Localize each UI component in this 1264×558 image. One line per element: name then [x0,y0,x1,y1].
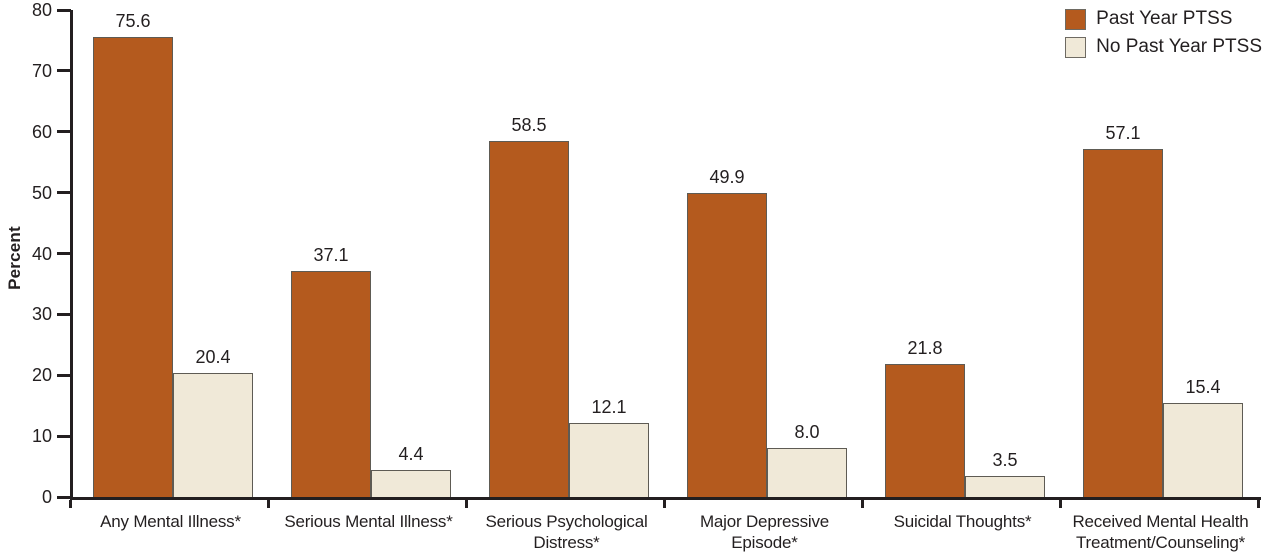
bar-past-year-ptss [885,364,965,497]
legend-item-past-year-ptss: Past Year PTSS [1065,8,1262,30]
bar-group: 21.8 3.5 [865,10,1063,497]
value-label: 75.6 [115,10,151,31]
value-label: 21.8 [907,338,943,359]
value-label: 20.4 [195,346,231,367]
y-axis-tick-label: 30 [31,304,52,325]
x-category-label: Serious Psychological Distress* [485,512,648,552]
y-axis-tick [57,373,71,377]
y-axis-tick [57,8,71,12]
legend-item-no-past-year-ptss: No Past Year PTSS [1065,36,1262,58]
x-axis-tick [662,500,666,508]
x-category-label: Any Mental Illness* [100,512,241,531]
y-axis-tick [57,191,71,195]
legend-swatch-past-year-ptss [1065,8,1087,30]
bar-no-past-year-ptss [767,448,847,497]
x-category-label: Major Depressive Episode* [699,512,830,552]
y-axis-tick-label: 40 [31,243,52,264]
bar-no-past-year-ptss [965,475,1045,497]
y-axis-tick-label: 20 [31,365,52,386]
x-axis-tick [1058,500,1062,508]
x-category-label: Received Mental Health Treatment/Counsel… [1072,512,1249,552]
legend-swatch-no-past-year-ptss [1065,36,1087,58]
x-axis-tick [464,500,468,508]
x-axis-tick [1256,500,1260,508]
y-axis-tick [57,495,71,499]
value-label: 57.1 [1105,123,1141,144]
value-label: 4.4 [398,444,424,465]
bar-group: 58.5 12.1 [469,10,667,497]
bar-past-year-ptss [93,36,173,497]
y-axis-tick [57,252,71,255]
value-label: 3.5 [992,449,1018,470]
bar-past-year-ptss [687,193,767,497]
y-axis-tick-label: 50 [31,182,52,203]
bar-no-past-year-ptss [1163,403,1243,497]
value-label: 49.9 [709,167,745,188]
x-axis-tick [68,500,72,508]
y-axis-tick [57,69,71,73]
bar-past-year-ptss [489,140,569,497]
bar-no-past-year-ptss [173,372,253,497]
y-axis-tick-label: 0 [41,487,52,507]
y-axis-tick [57,312,71,316]
bar-no-past-year-ptss [569,423,649,497]
x-axis-tick [860,500,864,508]
x-axis-tick [266,500,270,508]
value-label: 8.0 [794,422,820,443]
x-category-label: Serious Mental Illness* [284,512,453,531]
bar-no-past-year-ptss [371,470,451,497]
bar-group: 37.1 4.4 [271,10,469,497]
bar-group: 75.6 20.4 [73,10,271,497]
bar-past-year-ptss [1083,149,1163,497]
y-axis-tick-label: 60 [31,121,52,142]
value-label: 15.4 [1185,377,1221,398]
value-label: 12.1 [591,397,627,418]
bar-group: 49.9 8.0 [667,10,865,497]
y-axis-tick [57,434,71,438]
legend: Past Year PTSS No Past Year PTSS [1065,8,1262,58]
value-label: 37.1 [313,245,349,266]
plot-area: 75.6 20.4 37.1 4.4 58.5 12.1 49.9 8.0 21.8 3.5 57.… [70,10,1261,500]
y-axis-tick-label: 80 [31,0,52,20]
legend-label-no-past-year-ptss: No Past Year PTSS [1096,36,1262,57]
y-axis-tick-label: 70 [31,60,52,81]
bar-past-year-ptss [291,271,371,497]
bar-group: 57.1 15.4 [1063,10,1261,497]
value-label: 58.5 [511,114,547,135]
y-axis-tick [57,130,71,134]
y-axis-tick-label: 10 [31,426,52,447]
x-category-label: Suicidal Thoughts* [893,512,1032,531]
legend-label-past-year-ptss: Past Year PTSS [1096,8,1233,29]
